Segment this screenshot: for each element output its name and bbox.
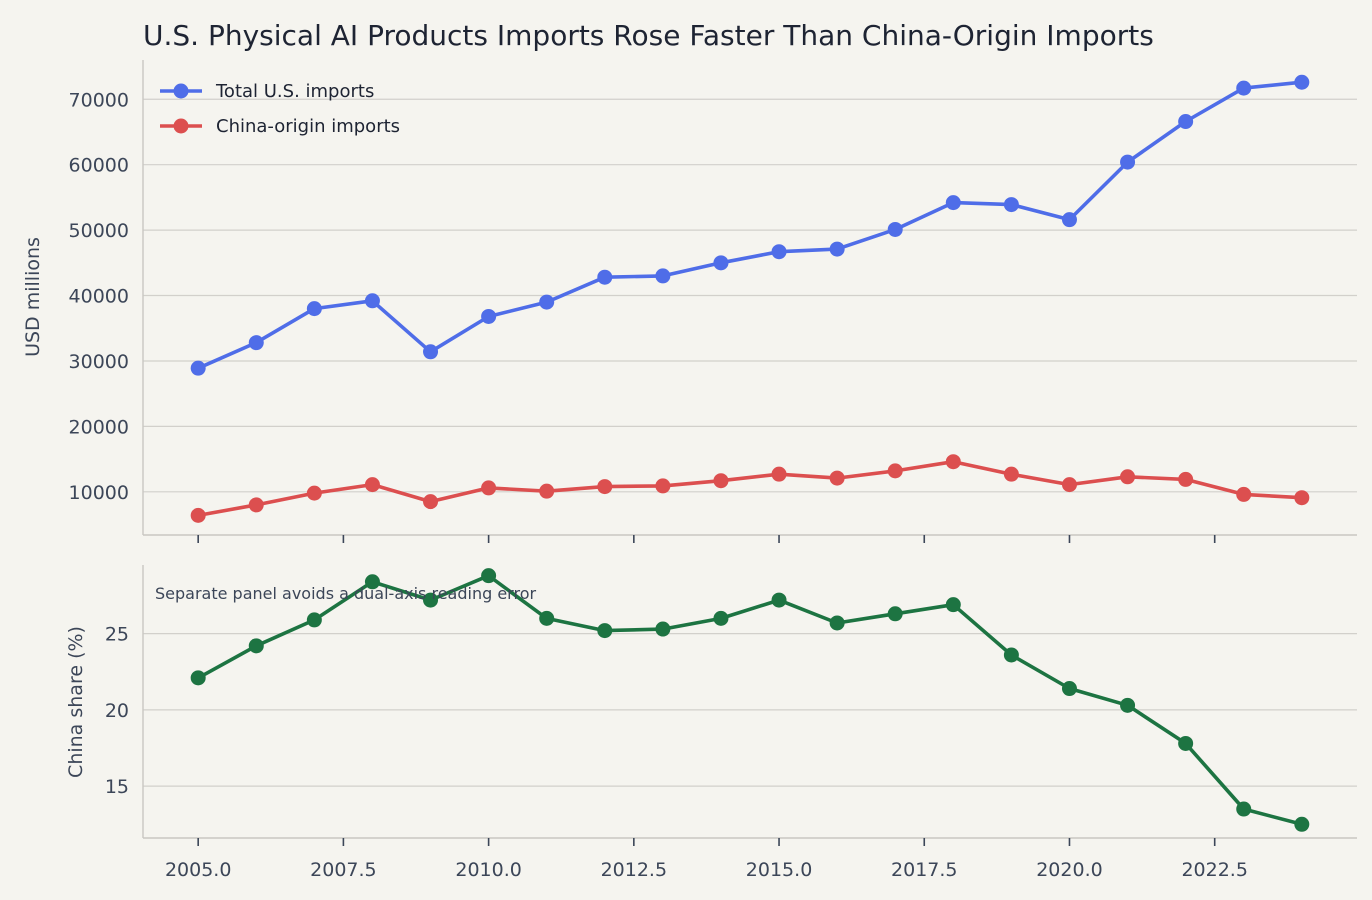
legend: Total U.S. imports China-origin imports — [160, 81, 400, 137]
data-point — [1003, 647, 1019, 663]
data-point — [248, 497, 264, 513]
x-tick-label: 2015.0 — [746, 859, 812, 881]
data-point — [423, 344, 439, 360]
data-point — [771, 244, 787, 260]
data-point — [1120, 154, 1136, 170]
data-point — [1178, 735, 1194, 751]
data-point — [190, 670, 206, 686]
data-point — [829, 470, 845, 486]
data-point — [1061, 477, 1077, 493]
data-point — [771, 466, 787, 482]
data-point — [887, 221, 903, 237]
data-point — [1178, 114, 1194, 130]
data-point — [1236, 80, 1252, 96]
data-point — [248, 638, 264, 654]
data-point — [248, 335, 264, 351]
data-point — [1236, 801, 1252, 817]
legend-swatch-marker — [173, 83, 189, 99]
data-point — [306, 485, 322, 501]
x-tick-label: 2010.0 — [455, 859, 521, 881]
data-point — [306, 301, 322, 317]
x-tick-label: 2020.0 — [1036, 859, 1102, 881]
data-point — [945, 195, 961, 211]
series-line-0-1 — [197, 459, 1302, 518]
data-point — [481, 568, 497, 584]
y-tick-label: 25 — [105, 624, 129, 646]
data-point — [190, 360, 206, 376]
y-tick-label: 60000 — [69, 155, 129, 177]
y-tick-label: 50000 — [69, 220, 129, 242]
data-point — [539, 294, 555, 310]
data-point — [1120, 697, 1136, 713]
data-point — [771, 592, 787, 608]
data-point — [1061, 681, 1077, 697]
data-point — [539, 483, 555, 499]
bottom-panel: 15 20 25 2005.0 2007.5 2010.0 2012.5 2015.0 2017… — [105, 565, 1357, 881]
y-tick-label: 70000 — [69, 89, 129, 111]
x-tick-label: 2022.5 — [1181, 859, 1247, 881]
data-point — [423, 592, 439, 608]
data-point — [1120, 469, 1136, 485]
data-point — [364, 574, 380, 590]
chart-title: U.S. Physical AI Products Imports Rose F… — [143, 19, 1154, 52]
data-point — [1294, 490, 1310, 506]
y-tick-label: 30000 — [69, 351, 129, 373]
data-point — [1294, 816, 1310, 832]
legend-label: Total U.S. imports — [215, 81, 374, 102]
data-point — [597, 269, 613, 285]
legend-swatch-marker — [173, 118, 189, 134]
x-tick-label: 2005.0 — [165, 859, 231, 881]
series-line-0-0 — [197, 80, 1302, 370]
panel-annotation: Separate panel avoids a dual-axis readin… — [155, 584, 536, 603]
top-y-axis-label: USD millions — [22, 237, 44, 357]
data-point — [655, 621, 671, 637]
data-point — [1178, 471, 1194, 487]
data-point — [364, 477, 380, 493]
data-point — [829, 615, 845, 631]
data-point — [887, 463, 903, 479]
x-tick-label: 2017.5 — [891, 859, 957, 881]
data-point — [887, 606, 903, 622]
x-tick-label: 2012.5 — [601, 859, 667, 881]
y-tick-label: 20000 — [69, 416, 129, 438]
data-point — [713, 255, 729, 271]
top-panel: 10000 20000 30000 40000 50000 60000 70000 — [69, 60, 1357, 543]
data-point — [1003, 197, 1019, 213]
data-point — [713, 473, 729, 489]
data-point — [481, 308, 497, 324]
data-point — [945, 454, 961, 470]
y-tick-label: 40000 — [69, 286, 129, 308]
data-point — [539, 610, 555, 626]
data-point — [1294, 74, 1310, 90]
data-point — [306, 612, 322, 628]
data-point — [597, 479, 613, 495]
data-point — [829, 241, 845, 257]
data-point — [1236, 486, 1252, 502]
y-tick-label: 10000 — [69, 482, 129, 504]
data-point — [364, 293, 380, 309]
y-tick-label: 20 — [105, 700, 129, 722]
data-point — [655, 268, 671, 284]
data-point — [1003, 466, 1019, 482]
x-tick-label: 2007.5 — [310, 859, 376, 881]
data-point — [655, 478, 671, 494]
bottom-y-axis-label: China share (%) — [65, 626, 87, 778]
series-line-1-0 — [197, 573, 1303, 827]
data-point — [597, 623, 613, 639]
data-point — [713, 610, 729, 626]
data-point — [1061, 212, 1077, 228]
data-point — [945, 597, 961, 613]
y-tick-label: 15 — [105, 776, 129, 798]
data-point — [423, 494, 439, 510]
data-point — [481, 480, 497, 496]
legend-label: China-origin imports — [216, 116, 400, 137]
data-point — [190, 507, 206, 523]
